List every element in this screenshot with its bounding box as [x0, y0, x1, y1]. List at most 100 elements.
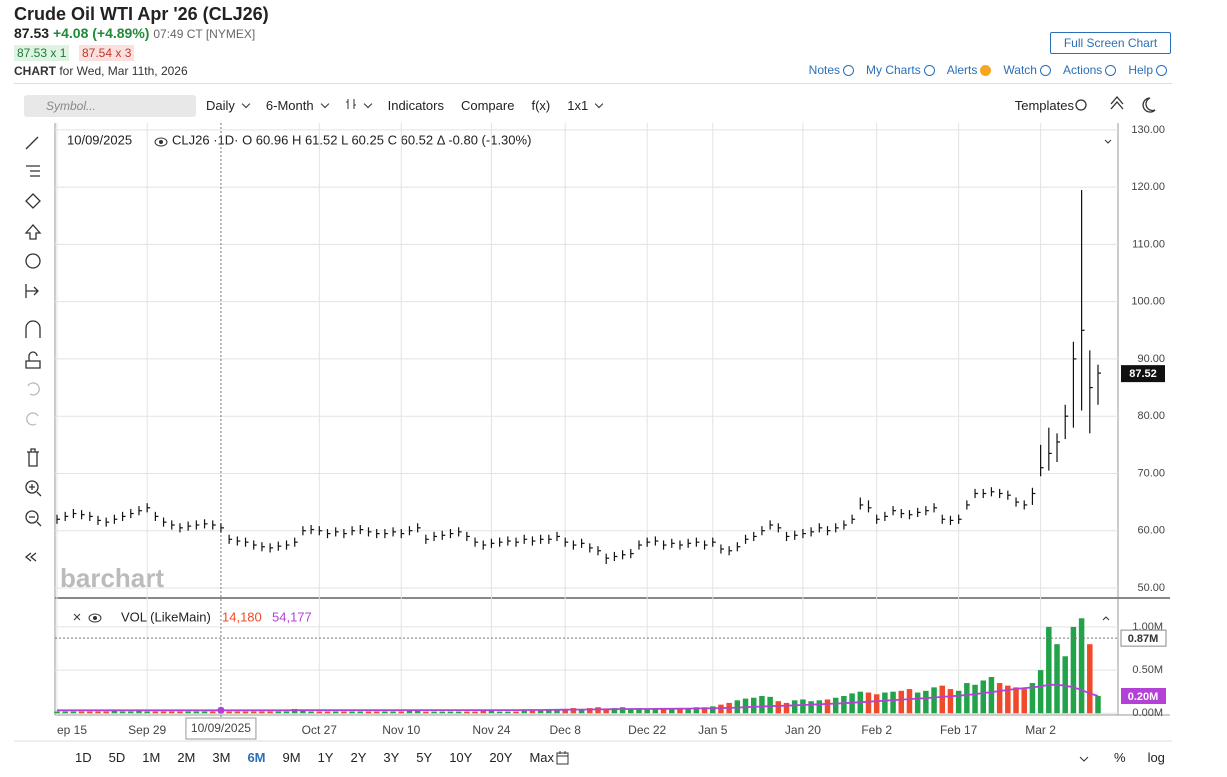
- volume-crosshair-box: [1120, 629, 1167, 647]
- range-menu[interactable]: 6-Month: [266, 98, 329, 113]
- nav-label: Watch: [1003, 63, 1037, 77]
- volume-bar: [554, 709, 560, 714]
- volume-bar: [226, 711, 232, 714]
- x-tick-label: Nov 24: [472, 723, 510, 737]
- period-button[interactable]: 9M: [282, 750, 301, 765]
- volume-bar: [619, 707, 626, 714]
- layout-menu[interactable]: 1x1: [567, 98, 604, 113]
- period-button[interactable]: 2M: [177, 750, 196, 765]
- symbol-search[interactable]: Symbol...: [24, 94, 196, 117]
- volume-bar: [923, 690, 929, 714]
- y-tick-label: 100.00: [1131, 296, 1165, 308]
- period-button[interactable]: 5Y: [416, 750, 433, 765]
- volume-bar: [488, 710, 495, 714]
- volume-bar: [832, 697, 839, 714]
- volume-bar: [865, 692, 872, 714]
- period-button[interactable]: 3M: [212, 750, 231, 765]
- volume-collapse[interactable]: [1102, 616, 1110, 621]
- nav-item[interactable]: Actions: [1063, 63, 1117, 77]
- crosshair-label-box: [185, 717, 257, 740]
- bar-type-menu[interactable]: [345, 98, 372, 113]
- nav: Notes My Charts Alerts Watch Actions Help: [809, 63, 1167, 77]
- scale-option[interactable]: %: [1114, 750, 1126, 765]
- volume-bar: [455, 711, 462, 714]
- last-price: 87.53: [14, 25, 50, 41]
- period-button[interactable]: 1M: [142, 750, 161, 765]
- period-button[interactable]: Max: [529, 750, 555, 765]
- volume-bar: [1005, 685, 1011, 714]
- last-price-label: 87.52: [1129, 368, 1157, 380]
- volume-bar: [791, 700, 798, 714]
- toolbar: Symbol... Daily 6-Month Indicators Compa…: [24, 94, 1170, 117]
- volume-bar: [160, 711, 167, 714]
- volume-bar: [1046, 626, 1052, 714]
- y-tick-label: 90.00: [1137, 353, 1165, 365]
- full-screen-button[interactable]: Full Screen Chart: [1050, 32, 1171, 54]
- volume-bar: [1021, 689, 1027, 714]
- volume-crosshair-label: 0.87M: [1128, 633, 1159, 645]
- nav-item[interactable]: Help: [1128, 63, 1167, 77]
- nav-item[interactable]: Watch: [1003, 63, 1051, 77]
- period-button[interactable]: 1D: [75, 750, 92, 765]
- period-button[interactable]: 20Y: [489, 750, 513, 765]
- volume-bar: [652, 708, 659, 714]
- x-tick-label: Jan 20: [785, 723, 821, 737]
- volume-bar: [816, 700, 823, 714]
- volume-bar: [685, 708, 691, 714]
- volume-bar: [578, 708, 585, 714]
- bid: 87.53 x 1: [14, 45, 70, 61]
- period-button[interactable]: 10Y: [449, 750, 473, 765]
- volume-bar: [800, 699, 806, 714]
- volume-bar: [464, 711, 470, 714]
- volume-bar: [521, 710, 527, 714]
- volume-bar: [669, 708, 675, 714]
- compare[interactable]: Compare: [460, 98, 515, 113]
- period-button[interactable]: 2Y: [350, 750, 367, 765]
- volume-bar: [87, 711, 93, 714]
- volume-bar: [54, 711, 60, 714]
- volume-bar: [70, 711, 77, 714]
- volume-bar: [234, 711, 241, 714]
- volume-bar: [660, 708, 667, 714]
- templates[interactable]: Templates: [1014, 98, 1074, 113]
- volume-bar: [1078, 618, 1085, 714]
- x-tick-label: Nov 10: [382, 723, 420, 737]
- nav-label: Alerts: [946, 63, 978, 77]
- nav-item[interactable]: Alerts: [947, 63, 992, 77]
- volume-bar: [824, 699, 831, 714]
- chart-date-text: for Wed, Mar 11th, 2026: [59, 64, 188, 78]
- legend-collapse[interactable]: [1104, 139, 1112, 144]
- volume-bar: [423, 711, 429, 714]
- chart-date: CHART for Wed, Mar 11th, 2026: [14, 64, 188, 78]
- nav-item[interactable]: My Charts: [866, 63, 935, 77]
- period-button[interactable]: 6M: [247, 750, 266, 765]
- interval-menu[interactable]: Daily: [206, 98, 251, 113]
- volume-bar: [570, 708, 577, 714]
- more-periods[interactable]: [1079, 756, 1089, 762]
- ask: 87.54 x 3: [79, 45, 135, 61]
- fx[interactable]: f(x): [531, 98, 551, 113]
- volume-average-line: [57, 683, 1099, 712]
- nav-item[interactable]: Notes: [809, 63, 855, 77]
- y-tick-label: 110.00: [1132, 238, 1165, 250]
- side-tools: [24, 136, 42, 562]
- chart-label: CHART: [14, 64, 56, 78]
- period-button[interactable]: 1Y: [317, 750, 334, 765]
- close-volume[interactable]: [73, 613, 81, 621]
- volume-bar: [431, 711, 437, 714]
- x-tick-label: Feb 17: [940, 723, 978, 737]
- period-button[interactable]: 3Y: [383, 750, 400, 765]
- bar-icon: [345, 99, 356, 109]
- indicators[interactable]: Indicators: [387, 98, 444, 113]
- volume-bar: [882, 692, 888, 714]
- scale-option[interactable]: log: [1147, 750, 1165, 765]
- y-tick-label: 60.00: [1137, 525, 1165, 537]
- volume-bar: [119, 711, 126, 714]
- calendar-icon: [556, 751, 569, 765]
- volume-bar: [988, 677, 995, 714]
- volume-bar: [759, 696, 765, 714]
- period-button[interactable]: 5D: [108, 750, 126, 765]
- volume-bar: [611, 708, 618, 714]
- interval: Daily: [206, 98, 235, 113]
